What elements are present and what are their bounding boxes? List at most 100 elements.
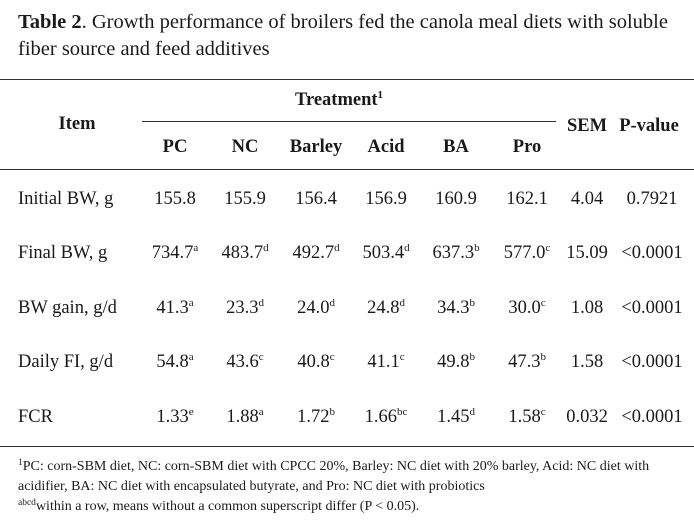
pvalue-header: P-value bbox=[619, 116, 679, 136]
cell-value: 637.3 bbox=[432, 243, 475, 263]
table-cell: 155.8 bbox=[154, 188, 196, 210]
cell-superscript: d bbox=[334, 242, 340, 254]
column-header: BA bbox=[443, 137, 469, 157]
table-cell: 24.0d bbox=[297, 297, 335, 319]
cell-superscript: c bbox=[329, 351, 335, 363]
cell-superscript: c bbox=[545, 242, 551, 254]
cell-value: 23.3 bbox=[226, 298, 259, 318]
row-label: BW gain, g/d bbox=[18, 298, 117, 318]
table-cell: 24.8d bbox=[367, 297, 405, 319]
cell-superscript: d bbox=[263, 242, 269, 254]
sem-cell: 0.032 bbox=[566, 407, 608, 427]
pvalue-cell: <0.0001 bbox=[621, 407, 683, 427]
cell-value: 41.3 bbox=[156, 298, 189, 318]
row-label: Daily FI, g/d bbox=[18, 352, 114, 372]
table-cell: 40.8c bbox=[297, 351, 334, 373]
cell-value: 34.3 bbox=[437, 298, 470, 318]
pvalue-cell: <0.0001 bbox=[621, 352, 683, 372]
table-cell: 492.7d bbox=[292, 242, 339, 264]
cell-superscript: d bbox=[469, 406, 475, 418]
cell-superscript: a bbox=[188, 297, 194, 309]
cell-value: 30.0 bbox=[508, 298, 541, 318]
cell-value: 40.8 bbox=[297, 352, 330, 372]
row-label: Initial BW, g bbox=[18, 189, 114, 209]
table-cell: 34.3b bbox=[437, 297, 475, 319]
column-header: Barley bbox=[289, 137, 343, 157]
table-cell: 41.1c bbox=[367, 351, 404, 373]
cell-superscript: b bbox=[329, 406, 335, 418]
table-cell: 577.0c bbox=[504, 242, 551, 264]
cell-superscript: d bbox=[258, 297, 264, 309]
bottom-rule bbox=[0, 446, 694, 447]
cell-superscript: d bbox=[399, 297, 405, 309]
sem-cell: 15.09 bbox=[566, 243, 608, 263]
table-cell: 54.8a bbox=[156, 351, 193, 373]
table-cell: 160.9 bbox=[435, 188, 477, 210]
table-cell: 23.3d bbox=[226, 297, 264, 319]
cell-superscript: c bbox=[540, 297, 546, 309]
treatment-rule bbox=[142, 121, 556, 122]
sem-cell: 1.08 bbox=[570, 298, 604, 318]
cell-superscript: b bbox=[469, 297, 475, 309]
row-label: FCR bbox=[18, 407, 53, 427]
table-cell: 156.4 bbox=[295, 188, 337, 210]
cell-superscript: b bbox=[540, 351, 546, 363]
table-cell: 162.1 bbox=[506, 188, 548, 210]
table-cell: 1.33e bbox=[156, 406, 193, 428]
cell-value: 24.0 bbox=[297, 298, 330, 318]
cell-value: 156.9 bbox=[365, 189, 407, 209]
pvalue-cell: <0.0001 bbox=[621, 243, 683, 263]
header-rule bbox=[0, 169, 694, 170]
cell-value: 1.66 bbox=[364, 407, 397, 427]
row-label: Final BW, g bbox=[18, 243, 108, 263]
cell-value: 24.8 bbox=[367, 298, 400, 318]
table-cell: 43.6c bbox=[226, 351, 263, 373]
cell-value: 47.3 bbox=[508, 352, 541, 372]
sem-header: SEM bbox=[566, 116, 608, 136]
cell-value: 162.1 bbox=[506, 189, 548, 209]
table-cell: 155.9 bbox=[224, 188, 266, 210]
cell-superscript: c bbox=[258, 351, 264, 363]
cell-superscript: bc bbox=[396, 406, 408, 418]
cell-superscript: b bbox=[474, 242, 480, 254]
cell-value: 1.88 bbox=[226, 407, 259, 427]
sem-cell: 4.04 bbox=[570, 189, 604, 209]
cell-value: 577.0 bbox=[503, 243, 546, 263]
cell-value: 483.7 bbox=[221, 243, 264, 263]
item-header: Item bbox=[58, 114, 96, 134]
cell-value: 503.4 bbox=[362, 243, 405, 263]
pvalue-cell: <0.0001 bbox=[621, 298, 683, 318]
table-cell: 47.3b bbox=[508, 351, 546, 373]
column-header: NC bbox=[231, 137, 259, 157]
cell-value: 54.8 bbox=[156, 352, 189, 372]
cell-value: 1.45 bbox=[437, 407, 470, 427]
table-cell: 30.0c bbox=[508, 297, 545, 319]
table-cell: 1.58c bbox=[508, 406, 545, 428]
column-header: Pro bbox=[512, 137, 542, 157]
table-cell: 503.4d bbox=[362, 242, 409, 264]
top-rule bbox=[0, 79, 694, 80]
cell-value: 1.58 bbox=[508, 407, 541, 427]
cell-value: 43.6 bbox=[226, 352, 259, 372]
table-cell: 483.7d bbox=[221, 242, 268, 264]
cell-value: 156.4 bbox=[295, 189, 337, 209]
cell-superscript: b bbox=[469, 351, 475, 363]
cell-superscript: c bbox=[540, 406, 546, 418]
footnote-significance: abcdwithin a row, means without a common… bbox=[18, 498, 420, 514]
column-header: PC bbox=[162, 137, 188, 157]
table-cell: 156.9 bbox=[365, 188, 407, 210]
cell-superscript: a bbox=[258, 406, 264, 418]
column-header: Acid bbox=[367, 137, 405, 157]
cell-superscript: d bbox=[329, 297, 335, 309]
cell-superscript: e bbox=[188, 406, 194, 418]
table-cell: 41.3a bbox=[156, 297, 193, 319]
treatment-header: Treatment1 bbox=[294, 89, 384, 111]
cell-value: 160.9 bbox=[435, 189, 477, 209]
cell-value: 1.33 bbox=[156, 407, 189, 427]
sem-cell: 1.58 bbox=[570, 352, 604, 372]
table-cell: 1.45d bbox=[437, 406, 475, 428]
cell-value: 155.8 bbox=[154, 189, 196, 209]
cell-value: 734.7 bbox=[151, 243, 194, 263]
table-title: Table 2. Growth performance of broilers … bbox=[18, 9, 678, 63]
cell-value: 49.8 bbox=[437, 352, 470, 372]
